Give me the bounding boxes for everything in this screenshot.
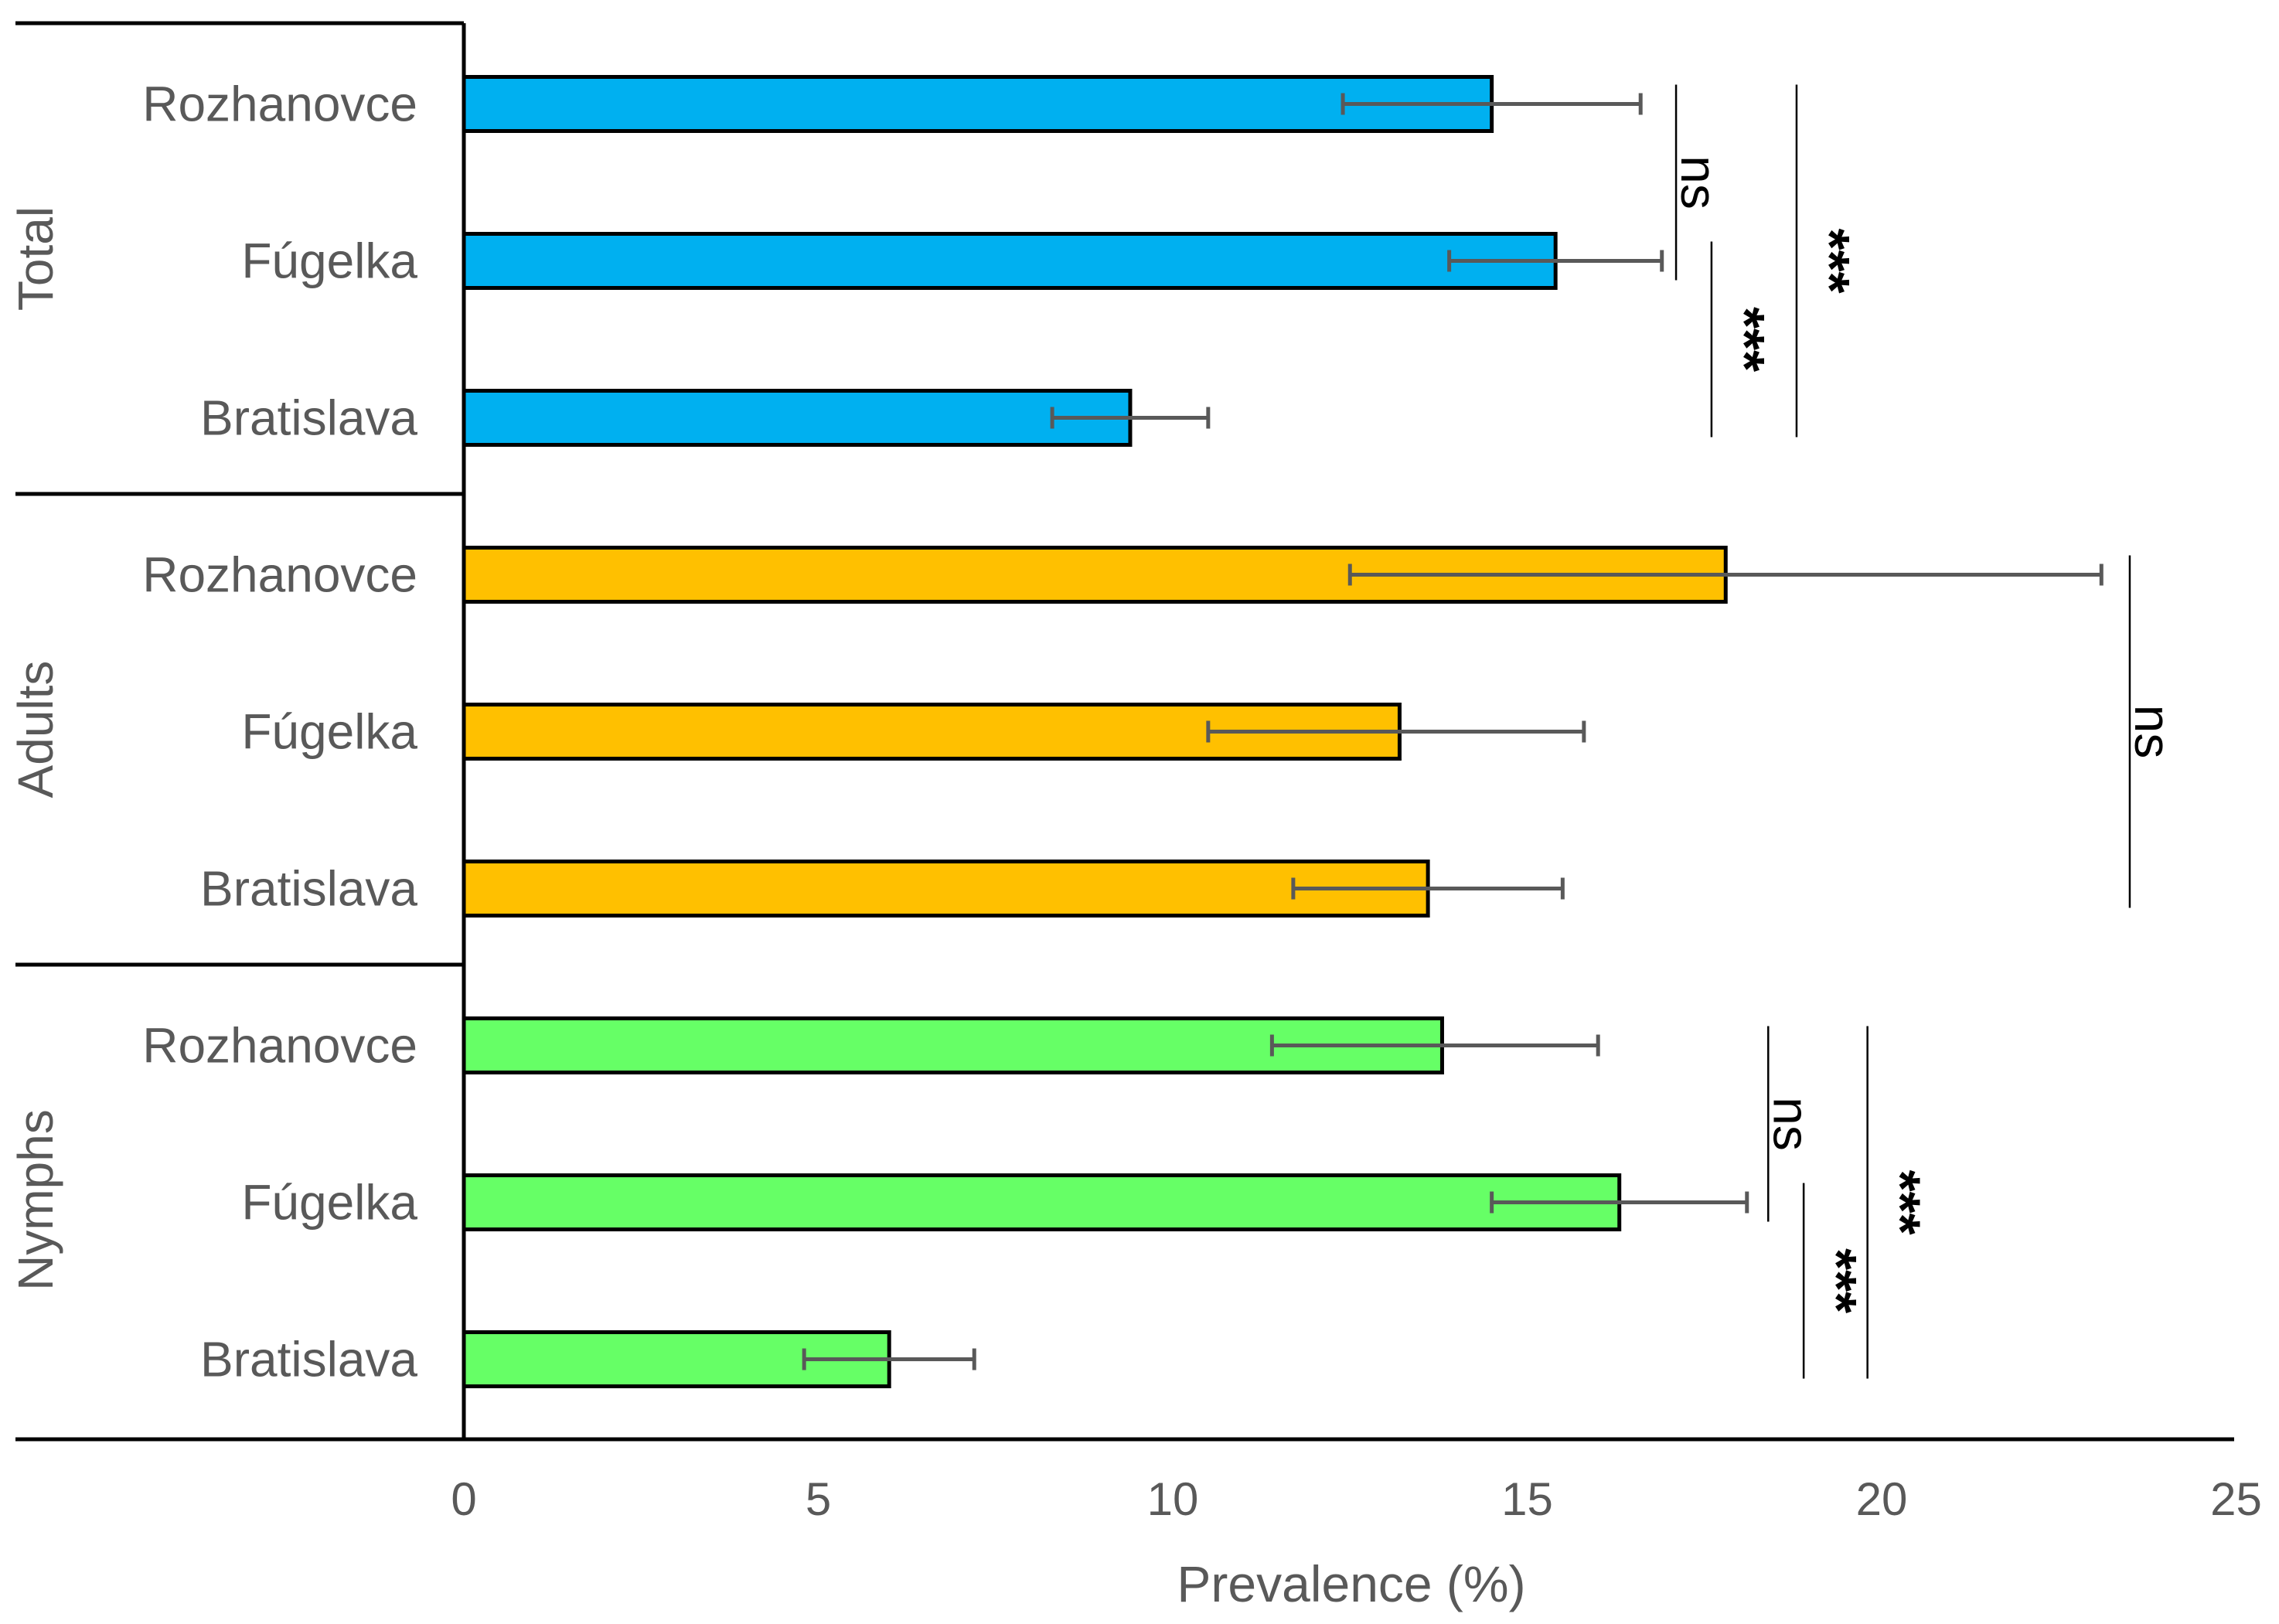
- x-tick-label: 25: [2210, 1473, 2262, 1525]
- x-tick-label: 10: [1147, 1473, 1199, 1525]
- category-label: Rozhanovce: [142, 1018, 417, 1074]
- x-tick-label: 15: [1501, 1473, 1553, 1525]
- bar: [462, 389, 1133, 447]
- x-tick-label: 20: [1856, 1473, 1908, 1525]
- category-label: Rozhanovce: [142, 547, 417, 603]
- bar: [462, 232, 1558, 290]
- bar: [462, 75, 1494, 133]
- category-label: Bratislava: [200, 1332, 417, 1387]
- bars-layer: [462, 75, 1728, 1388]
- category-label: Rozhanovce: [142, 77, 417, 132]
- group-label: Nymphs: [8, 1109, 63, 1291]
- significance-label: ns: [1763, 1097, 1820, 1151]
- significance-label: ***: [1713, 307, 1775, 372]
- significance-label: ns: [2124, 705, 2182, 759]
- significance-label: ***: [1798, 228, 1860, 293]
- error-bars-layer: [802, 93, 2104, 1370]
- category-label: Fúgelka: [241, 1175, 417, 1231]
- x-tick-label: 5: [806, 1473, 831, 1525]
- category-label: Fúgelka: [241, 704, 417, 760]
- x-axis-title: Prevalence (%): [1177, 1555, 1525, 1612]
- category-label: Bratislava: [200, 861, 417, 917]
- bar: [462, 860, 1430, 918]
- significance-label: ***: [1869, 1169, 1931, 1234]
- category-label: Bratislava: [200, 390, 417, 446]
- group-label: Adults: [8, 661, 63, 798]
- labels-layer: 0 5 10 15 20 25 Total Rozhanovce Fúgelka Bratisla…: [8, 77, 2262, 1526]
- significance-label: ns: [1671, 155, 1728, 209]
- group-label: Total: [8, 206, 63, 311]
- x-tick-label: 0: [451, 1473, 476, 1525]
- bar: [462, 1173, 1622, 1231]
- category-label: Fúgelka: [241, 233, 417, 289]
- significance-label: ***: [1805, 1248, 1867, 1313]
